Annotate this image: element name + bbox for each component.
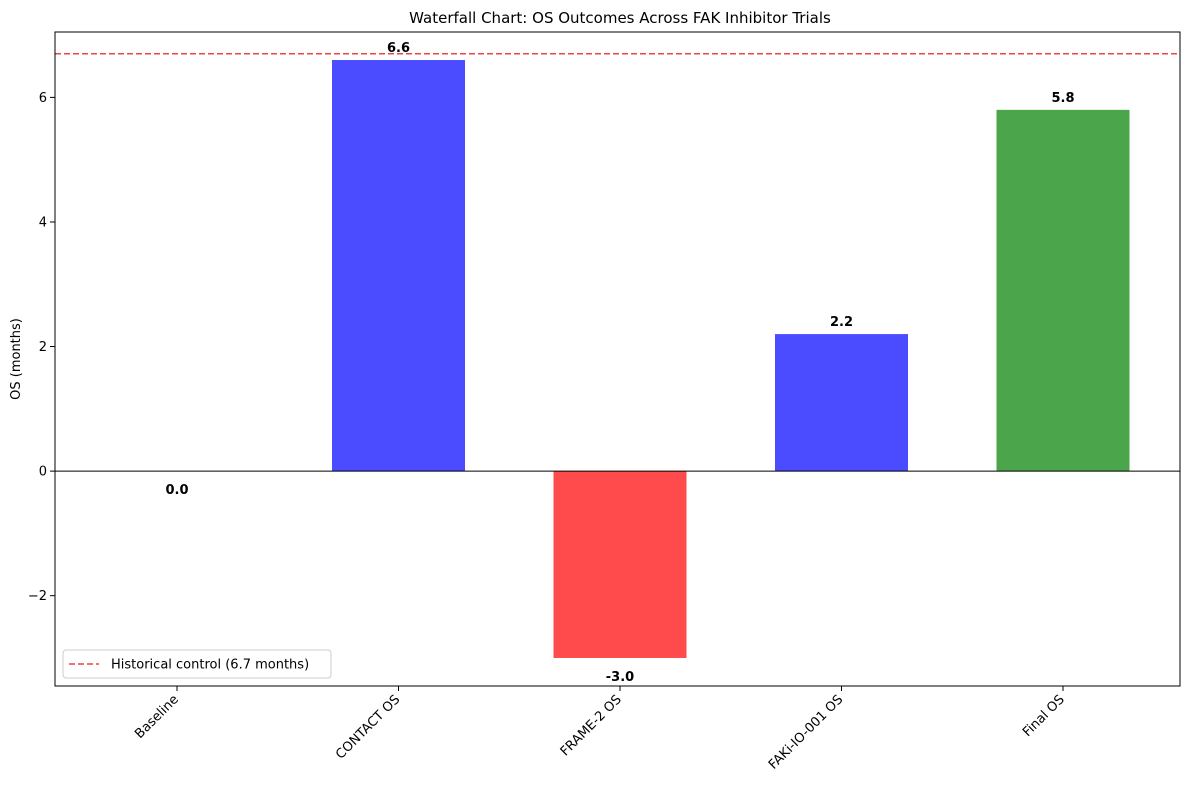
y-tick-label: 2 — [39, 340, 47, 355]
legend: Historical control (6.7 months) — [62, 649, 332, 679]
y-tick-label: 0 — [39, 465, 47, 480]
y-axis-ticks: −2 0 2 4 6 — [28, 91, 55, 604]
y-axis-label: OS (months) — [9, 318, 24, 400]
y-tick-label: 6 — [39, 91, 47, 106]
x-tick-label-final-os: Final OS — [1020, 692, 1068, 740]
y-tick-label: −2 — [28, 589, 47, 604]
legend-box — [62, 649, 332, 679]
bar-final-os — [996, 109, 1130, 472]
x-axis-ticks: Baseline CONTACT OS FRAME-2 OS FAKi-IO-001 … — [132, 686, 1068, 773]
x-tick-label-baseline: Baseline — [132, 692, 182, 742]
y-tick-label: 4 — [39, 215, 47, 230]
bar-frame-2-os — [553, 471, 687, 658]
bars-group — [332, 60, 1130, 658]
chart-title: Waterfall Chart: OS Outcomes Across FAK … — [409, 9, 831, 27]
x-tick-label-frame-2-os: FRAME-2 OS — [558, 692, 625, 759]
bar-faki-io-001-os — [775, 334, 908, 472]
legend-entry-historical-control: Historical control (6.7 months) — [111, 658, 309, 673]
data-labels-group: 0.0 6.6 -3.0 2.2 5.8 — [165, 41, 1074, 685]
plot-frame — [54, 31, 1181, 687]
data-label-frame-2-os: -3.0 — [606, 670, 634, 685]
data-label-baseline: 0.0 — [165, 483, 188, 498]
data-label-faki-io-001-os: 2.2 — [830, 315, 853, 330]
x-tick-label-faki-io-001-os: FAKi-IO-001 OS — [766, 692, 846, 772]
x-tick-label-contact-os: CONTACT OS — [333, 692, 403, 762]
data-label-final-os: 5.8 — [1051, 91, 1074, 106]
bar-contact-os — [332, 60, 465, 472]
data-label-contact-os: 6.6 — [387, 41, 410, 56]
